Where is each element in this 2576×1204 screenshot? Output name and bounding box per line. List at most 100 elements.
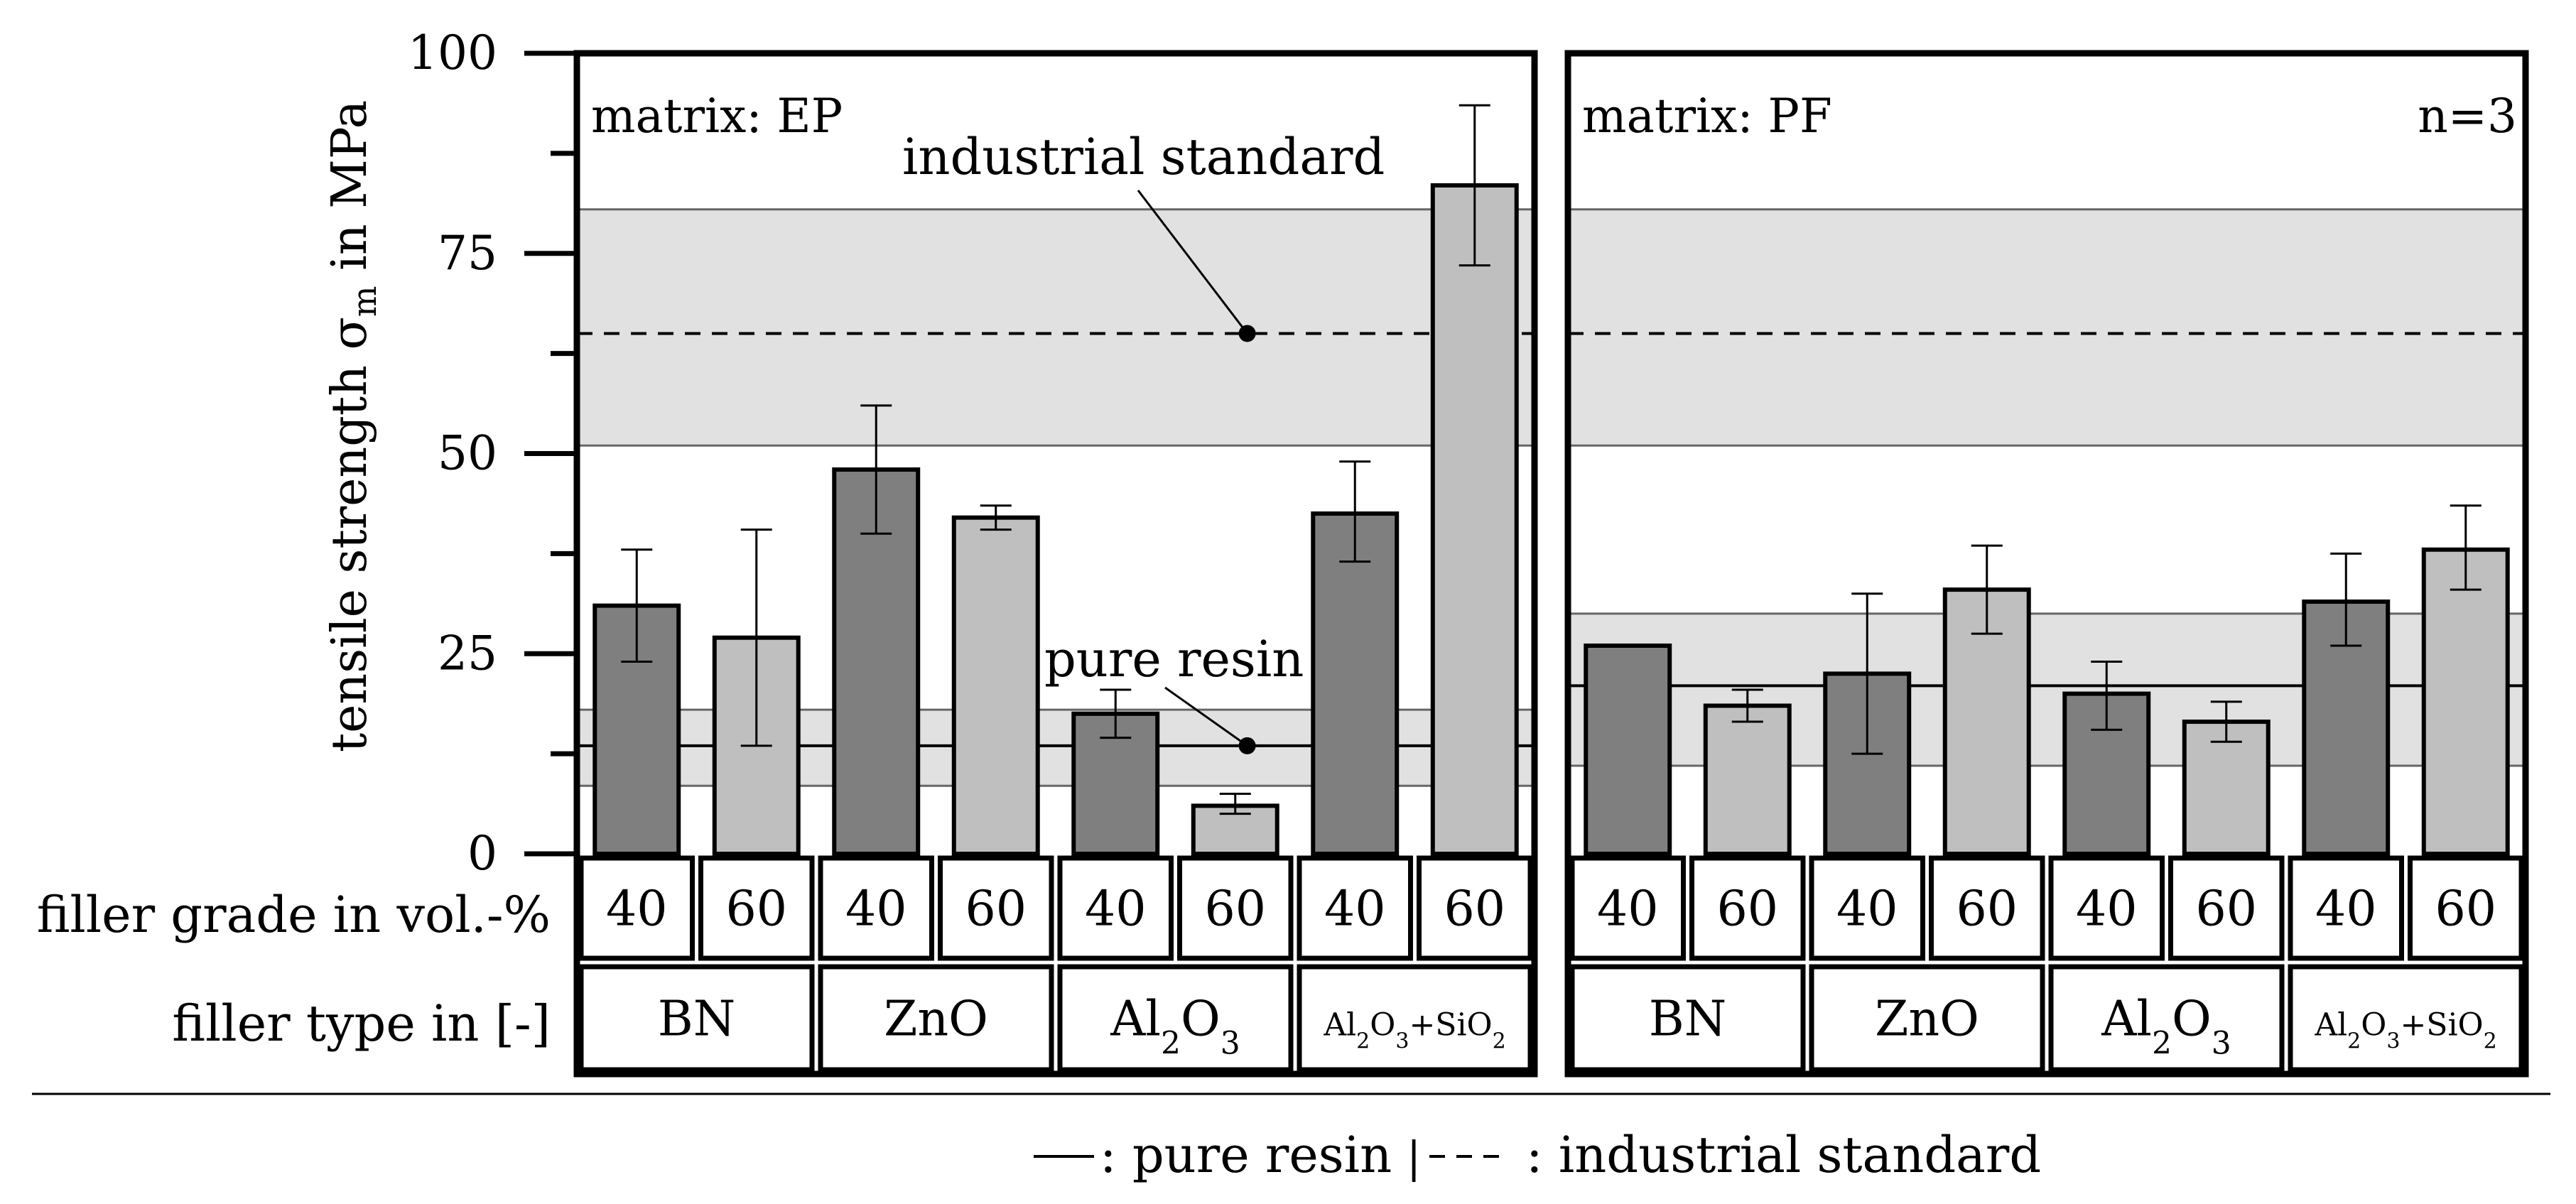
grade-cell [2048,855,2165,961]
type-cell [1297,964,1533,1073]
filler-grade-label-0-5: 60 [1204,882,1266,938]
error-bar-1-3 [1971,544,2003,635]
legend-separator: | [1407,1133,1421,1183]
filler-grade-label-1-5: 60 [2195,882,2257,938]
error-bar-1-5 [2210,700,2242,743]
y-axis-title-sub: m [345,286,384,317]
filler-type-label-0-1: ZnO [884,992,988,1048]
y-axis-title-tail: in MPa [322,100,378,286]
y-axis-title-main: tensile strength σ [322,317,378,752]
filler-grade-label-0-7: 60 [1444,882,1505,938]
industrial-standard-leader [1137,190,1248,335]
filler-type-label-1-0: BN [1649,992,1726,1048]
filler-type-label-0-3: Al2O3+SiO2 [1323,1007,1505,1054]
grade-cell [2408,855,2524,961]
error-bar-1-1 [1731,688,1763,723]
error-bar-0-2 [860,404,892,535]
filler-type-label-1-3: Al2O3+SiO2 [2314,1007,2496,1054]
panel-1: matrix: PF n=3 40 60 40 60 40 60 40 60 BN ZnO Al2O3 A… [1564,50,2529,1078]
grade-cell [1177,855,1294,961]
filler-grade-label-1-2: 40 [1836,882,1898,938]
type-cell [1057,964,1294,1073]
type-cell [2048,964,2285,1073]
y-tick-label-100: 100 [408,26,497,80]
sample-size-label: n=3 [2418,89,2517,143]
filler-type-label-1-2: Al2O3 [2101,992,2231,1062]
grade-cell [1929,855,2045,961]
type-cell [1569,964,1806,1073]
industrial-standard-band [1568,209,2526,446]
y-tick-label-75: 75 [438,226,497,281]
pure-resin-annotation: pure resin [1044,630,1304,688]
matrix-label-1: matrix: PF [1582,89,1832,143]
filler-type-label-1-1: ZnO [1875,992,1979,1048]
grade-cell [1689,855,1806,961]
grade-cell [1809,855,1925,961]
bar-1-5 [2182,720,2271,856]
type-cell [1809,964,2045,1073]
filler-grade-label-0-3: 60 [965,882,1027,938]
y-tick-label-25: 25 [438,626,497,680]
filler-grade-label-1-4: 40 [2076,882,2138,938]
industrial-standard-band [577,209,1535,446]
grade-cell [1297,855,1413,961]
error-bar-1-2 [1851,592,1883,755]
y-tick-labels: 0 25 50 75 100 [408,26,577,881]
industrial-standard-dot [1238,325,1256,342]
filler-grade-label-1-6: 40 [2315,882,2377,938]
type-cell [818,964,1054,1073]
pure-resin-dot [1238,737,1256,754]
error-bar-0-1 [740,528,772,747]
panel-frame-1 [1564,50,2529,1078]
y-tick-label-50: 50 [438,426,497,481]
error-bar-0-6 [1339,460,1371,563]
filler-type-label-0-2: Al2O3 [1110,992,1240,1062]
legend: : pure resin | : industrial standard [1034,1126,2041,1184]
type-cell [578,964,815,1073]
filler-type-label-0-0: BN [658,992,735,1048]
panel-frame-0 [573,50,1538,1078]
grade-cell [938,855,1054,961]
error-bar-0-5 [1219,792,1251,815]
type-cell [2288,964,2524,1073]
industrial-standard-annotation: industrial standard [902,128,1385,186]
grade-cell [1417,855,1533,961]
error-bar-0-4 [1100,688,1132,739]
bar-0-3 [951,515,1040,856]
filler-grade-label-0-0: 40 [606,882,668,938]
bar-0-0 [592,603,681,856]
bar-1-0 [1584,643,1672,856]
chart-panels: matrix: EP industrial standard pure resin 4… [573,50,2529,1078]
filler-grade-label-0-6: 40 [1324,882,1386,938]
pure-resin-leader [1164,686,1248,747]
error-bar-1-4 [2091,661,2123,731]
legend-pure-resin-label: : pure resin [1100,1126,1392,1184]
grade-cell [2168,855,2285,961]
error-bar-0-0 [621,548,653,663]
grade-cell [698,855,815,961]
filler-grade-row-label: filler grade in vol.-% [37,886,551,944]
filler-type-row-label: filler type in [-] [172,994,551,1053]
bar-1-7 [2421,547,2510,856]
error-bar-1-7 [2450,504,2482,591]
bar-1-1 [1703,703,1792,856]
grade-cell [578,855,695,961]
error-bar-0-7 [1459,104,1490,267]
matrix-label-0: matrix: EP [591,89,843,143]
grade-cell [2288,855,2404,961]
grade-cell [1569,855,1686,961]
filler-grade-label-0-4: 40 [1085,882,1147,938]
y-tick-label-0: 0 [467,826,497,881]
grade-cell [818,855,934,961]
filler-grade-label-0-1: 60 [725,882,787,938]
bar-0-7 [1430,183,1519,856]
legend-industrial-standard-label: : industrial standard [1526,1126,2041,1184]
panel-0: matrix: EP industrial standard pure resin 4… [573,50,1538,1078]
y-axis-title: tensile strength σm in MPa [322,100,384,752]
filler-grade-label-1-1: 60 [1716,882,1778,938]
bar-0-6 [1311,511,1400,857]
error-bar-0-3 [980,504,1012,531]
filler-grade-label-1-0: 40 [1597,882,1659,938]
filler-grade-label-1-7: 60 [2435,882,2496,938]
